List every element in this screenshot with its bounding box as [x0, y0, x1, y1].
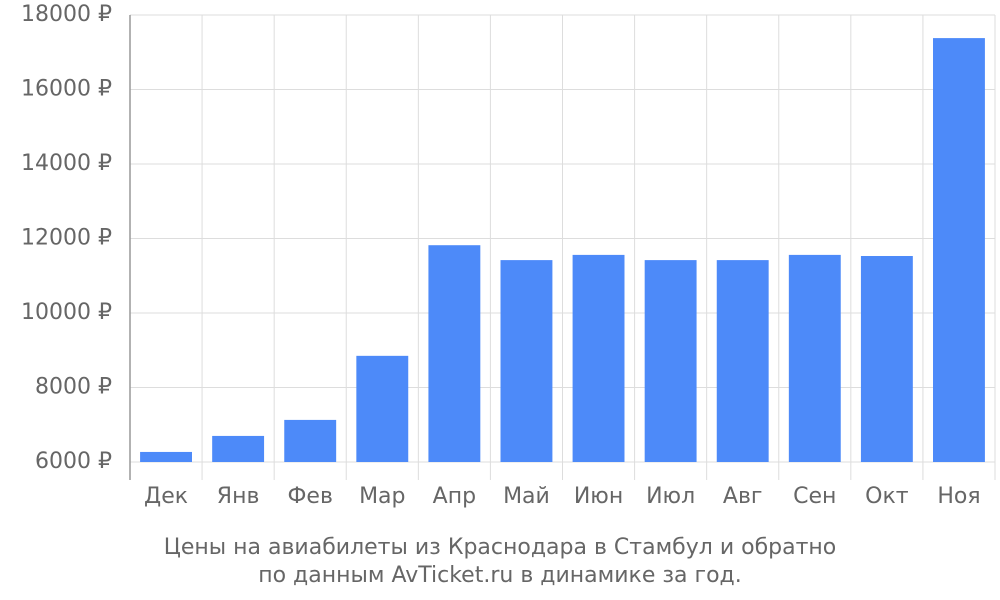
x-tick-label: Фев	[287, 484, 332, 509]
bar	[212, 435, 265, 462]
x-tick-label: Июн	[574, 484, 623, 509]
bar	[644, 260, 697, 462]
bar	[933, 38, 985, 462]
y-tick-label: 12000 ₽	[21, 226, 112, 251]
x-tick-label: Апр	[433, 484, 476, 509]
bar	[284, 419, 337, 462]
bar	[788, 254, 841, 462]
y-tick-label: 18000 ₽	[21, 2, 112, 27]
x-tick-label: Июл	[646, 484, 695, 509]
bar	[572, 254, 625, 462]
x-tick-label: Дек	[144, 484, 188, 509]
x-tick-label: Ноя	[937, 484, 980, 509]
y-tick-label: 14000 ₽	[21, 151, 112, 176]
y-tick-label: 6000 ₽	[35, 449, 112, 474]
caption-line: по данным AvTicket.ru в динамике за год.	[258, 563, 742, 588]
bar	[356, 355, 409, 462]
x-tick-label: Янв	[217, 484, 260, 509]
y-tick-label: 16000 ₽	[21, 77, 112, 102]
y-tick-label: 10000 ₽	[21, 300, 112, 325]
x-tick-label: Окт	[865, 484, 909, 509]
bar	[716, 260, 769, 462]
bar	[860, 256, 913, 462]
bar	[140, 451, 192, 462]
x-tick-label: Мар	[359, 484, 405, 509]
x-tick-label: Авг	[723, 484, 763, 509]
x-tick-label: Май	[503, 484, 550, 509]
caption-line: Цены на авиабилеты из Краснодара в Стамб…	[164, 535, 837, 560]
y-tick-label: 8000 ₽	[35, 375, 112, 400]
bar	[500, 260, 553, 462]
bar	[428, 245, 481, 462]
x-tick-label: Сен	[793, 484, 836, 509]
